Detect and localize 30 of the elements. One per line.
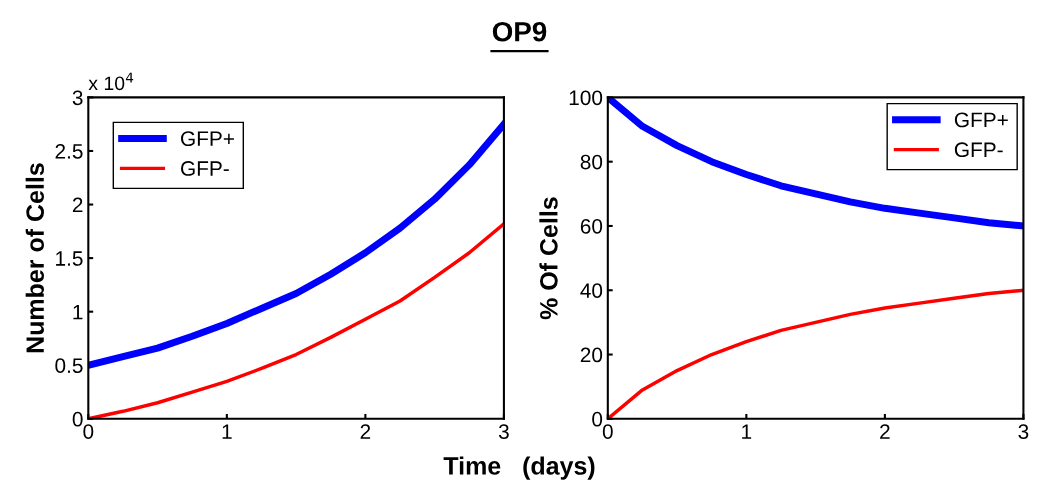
x-tick-label: 3	[498, 424, 509, 439]
y-tick-label: 40	[580, 283, 603, 299]
x-tick-label: 1	[742, 424, 752, 439]
y-tick-label: 1.5	[56, 251, 83, 266]
x-tick-label: 1	[222, 424, 232, 439]
x-tick-label: 2	[360, 424, 371, 439]
y-tick-label: 100	[569, 90, 603, 106]
chart-title: OP9	[492, 21, 547, 42]
y-tick-label: 2.5	[55, 143, 83, 159]
y-tick-label: 0	[72, 411, 83, 427]
x-tick-label: 0	[602, 424, 613, 439]
x-tick-label: 0	[83, 424, 94, 439]
y-axis-title: % Of Cells	[539, 197, 558, 320]
x-tick-label: 3	[1018, 424, 1029, 439]
y-tick-label: 80	[580, 154, 603, 170]
y-tick-label: 1	[73, 304, 83, 320]
y-tick-label: 0	[592, 411, 603, 427]
legend-label: GFP+	[181, 131, 234, 147]
legend-label: GFP-	[954, 142, 1003, 158]
y-tick-label: 20	[580, 347, 603, 363]
y-axis-title: Number of Cells	[25, 163, 44, 353]
legend-label: GFP-	[181, 161, 229, 176]
y-tick-label: 60	[580, 218, 603, 234]
y-tick-label: 2	[72, 197, 83, 213]
text: x 10$^{4}$	[88, 72, 134, 91]
y-tick-label: 3	[72, 90, 83, 106]
x-tick-label: 2	[880, 424, 890, 439]
y-tick-label: 0.5	[55, 358, 83, 373]
x-axis-title: Time (days)	[443, 456, 595, 480]
legend-label: GFP+	[954, 112, 1008, 128]
